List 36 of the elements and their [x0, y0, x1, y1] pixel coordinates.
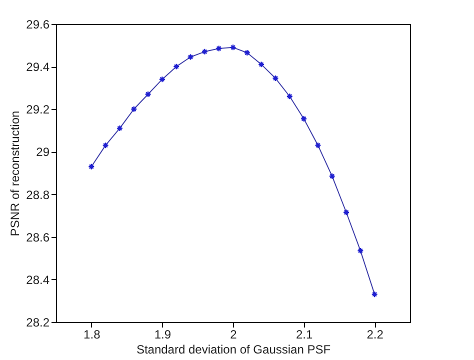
y-tick-label: 29.2	[26, 102, 50, 117]
point	[173, 63, 180, 70]
point	[158, 76, 166, 83]
x-axis-title: Standard deviation of Gaussian PSF	[136, 342, 331, 356]
y-tick-label: 29.4	[26, 60, 50, 74]
point	[88, 163, 95, 170]
y-tick-label: 29.6	[26, 18, 50, 32]
y-tick-label: 28.4	[26, 272, 50, 287]
x-tick-label: 2.2	[366, 328, 384, 342]
point	[286, 93, 293, 100]
y-axis-title: PSNR of reconstruction	[8, 110, 22, 236]
point	[357, 247, 364, 254]
point	[201, 48, 208, 56]
x-tick-label: 2.1	[296, 328, 313, 342]
y-tick-label: 29	[36, 145, 50, 160]
x-tick-label: 1.8	[84, 328, 101, 342]
point	[314, 142, 322, 149]
point	[371, 290, 378, 298]
point	[244, 49, 250, 56]
y-tick-label: 28.8	[26, 188, 50, 202]
y-tick-label: 28.2	[26, 316, 50, 330]
point	[272, 74, 279, 82]
point	[187, 54, 194, 60]
y-tick-label: 28.6	[26, 230, 50, 244]
x-tick-label: 1.9	[154, 328, 172, 342]
point	[116, 124, 124, 132]
x-tick-label: 2	[230, 328, 238, 342]
point	[144, 90, 152, 98]
point	[328, 172, 336, 180]
point	[342, 209, 350, 216]
point	[216, 45, 222, 52]
point	[230, 44, 236, 51]
point	[102, 142, 109, 149]
point	[258, 61, 265, 68]
point	[300, 115, 308, 122]
point	[130, 106, 138, 112]
